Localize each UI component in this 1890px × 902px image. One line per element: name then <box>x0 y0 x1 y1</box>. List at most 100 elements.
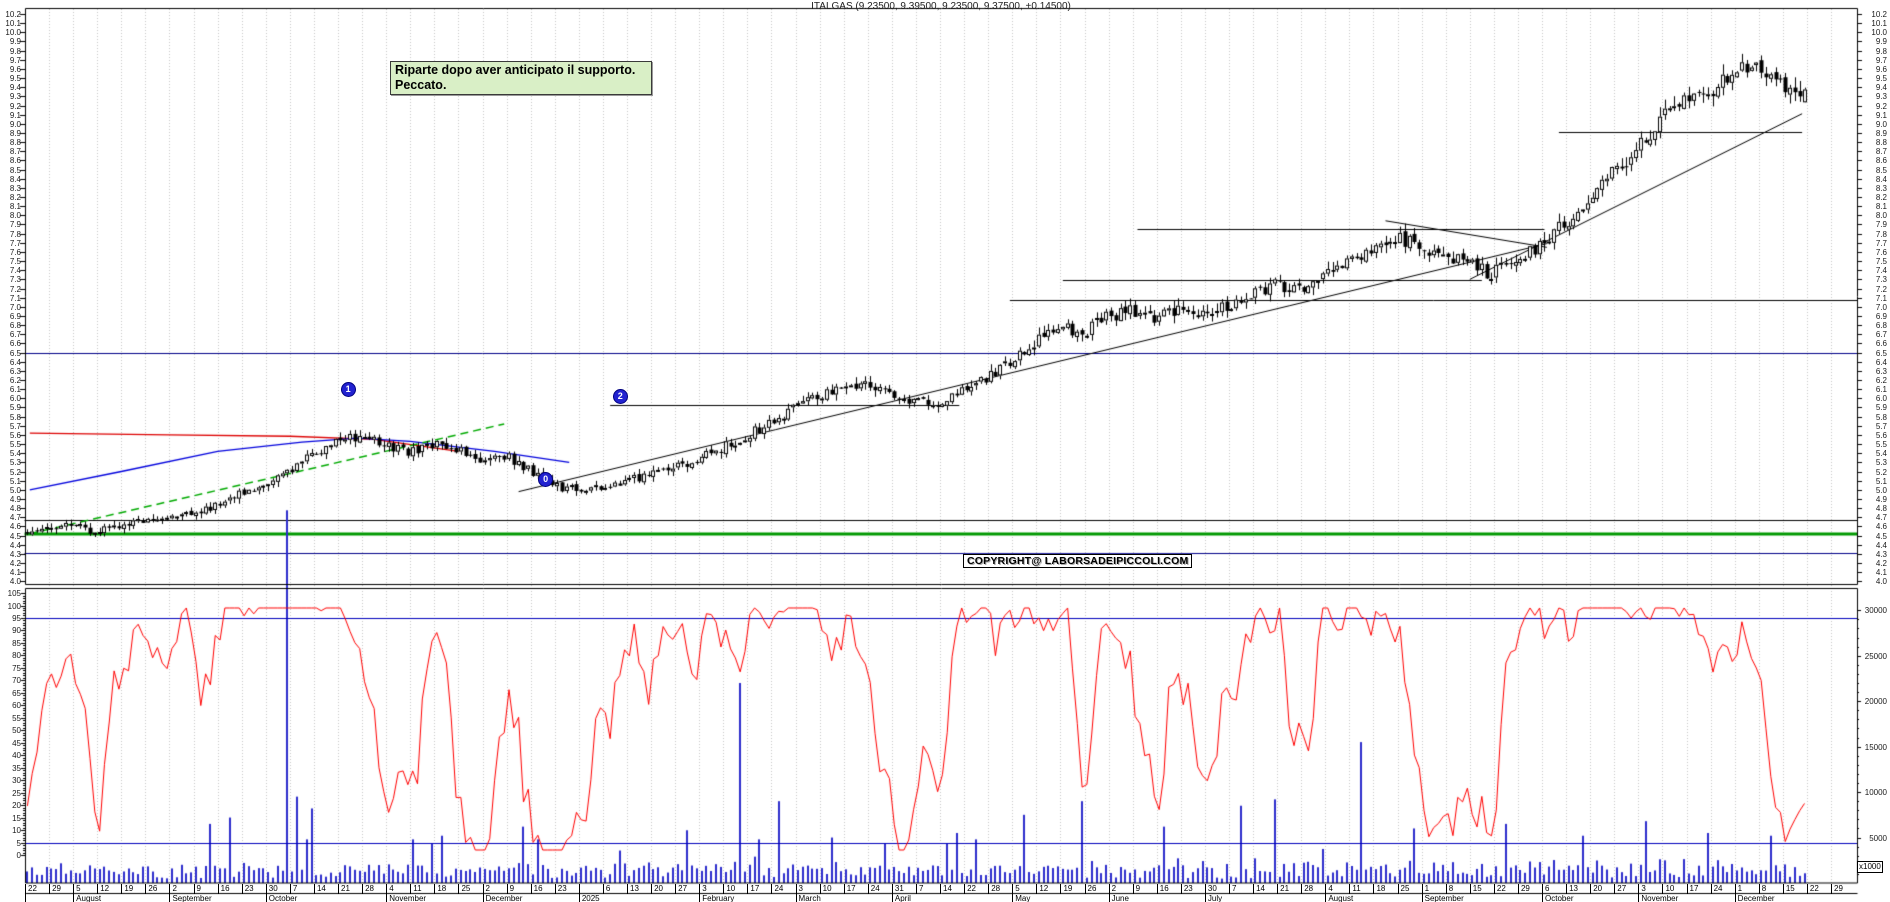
chart-marker-0[interactable]: 0 <box>538 471 554 487</box>
month-label: November <box>1638 894 1734 902</box>
week-label: 30 <box>265 884 290 894</box>
price-tick-label: 8.4 <box>1875 174 1887 184</box>
volume-tick-label: 20000 <box>1864 697 1887 707</box>
price-tick-label: 7.3 <box>9 275 21 285</box>
volume-unit-note: x1000 <box>1857 861 1883 873</box>
price-tick-label: 8.6 <box>9 156 21 166</box>
week-label: 27 <box>1614 884 1638 894</box>
week-label: 28 <box>1301 884 1325 894</box>
price-tick-label: 8.2 <box>1875 193 1887 202</box>
price-tick-label: 10.2 <box>1871 10 1887 19</box>
chart-marker-2[interactable]: 2 <box>612 389 628 405</box>
price-tick-label: 6.2 <box>9 376 21 385</box>
price-tick-label: 4.4 <box>1875 540 1887 550</box>
price-tick-label: 8.2 <box>9 193 21 202</box>
price-tick-label: 9.6 <box>1875 64 1887 74</box>
oscillator-tick-label: 20 <box>12 801 21 811</box>
volume-tick-label: 25000 <box>1864 651 1887 661</box>
oscillator-tick-label: 60 <box>12 701 21 711</box>
price-tick-label: 6.0 <box>9 394 21 404</box>
price-tick-label: 6.5 <box>9 348 21 358</box>
price-tick-label: 5.3 <box>1875 458 1887 468</box>
price-tick-label: 5.6 <box>9 430 21 440</box>
price-tick-label: 9.4 <box>9 83 21 93</box>
week-label: 5 <box>1012 884 1036 894</box>
price-tick-label: 7.0 <box>9 302 21 312</box>
week-label: 17 <box>843 884 868 894</box>
week-label: 2 <box>169 884 193 894</box>
price-tick-label: 8.8 <box>9 138 21 148</box>
week-label: 11 <box>410 884 434 894</box>
price-tick-label: 9.4 <box>1875 83 1887 93</box>
price-tick-label: 9.7 <box>1875 55 1887 65</box>
week-label: 22 <box>25 884 49 894</box>
month-label: May <box>1012 894 1108 902</box>
price-tick-label: 4.0 <box>9 577 21 587</box>
week-label: 7 <box>289 884 314 894</box>
price-tick-label: 7.4 <box>9 266 21 276</box>
price-tick-label: 7.4 <box>1875 266 1887 276</box>
week-label: 18 <box>434 884 458 894</box>
week-label: 3 <box>1638 884 1662 894</box>
price-tick-label: 6.9 <box>9 311 21 321</box>
price-tick-label: 7.0 <box>1875 302 1887 312</box>
week-label: 8 <box>1758 884 1783 894</box>
price-tick-label: 6.6 <box>1875 339 1887 349</box>
price-tick-label: 5.7 <box>1875 421 1887 431</box>
price-tick-label: 4.1 <box>9 568 21 578</box>
price-tick-label: 8.7 <box>9 147 21 157</box>
week-label: 27 <box>675 884 699 894</box>
price-tick-label: 7.2 <box>1875 284 1887 294</box>
price-tick-label: 8.7 <box>1875 147 1887 157</box>
oscillator-tick-label: 100 <box>7 601 21 611</box>
annotation-line-2: Peccato. <box>395 78 447 92</box>
price-tick-label: 4.7 <box>1875 513 1887 523</box>
volume-tick-label: 30000 <box>1864 606 1887 616</box>
oscillator-tick-label: 45 <box>12 738 21 748</box>
price-tick-label: 8.3 <box>1875 183 1887 193</box>
price-tick-label: 7.9 <box>1875 220 1887 230</box>
week-label: 17 <box>1686 884 1711 894</box>
week-label: 29 <box>1831 884 1855 894</box>
week-label: 25 <box>458 884 482 894</box>
oscillator-tick-label: 50 <box>12 726 21 736</box>
price-tick-label: 5.4 <box>1875 449 1887 459</box>
week-label: 29 <box>1517 884 1542 894</box>
price-tick-label: 5.3 <box>9 458 21 468</box>
price-tick-label: 5.9 <box>1875 403 1887 413</box>
price-tick-label: 5.5 <box>1875 440 1887 450</box>
price-tick-label: 7.3 <box>1875 275 1887 285</box>
price-tick-label: 4.5 <box>1875 531 1887 541</box>
price-tick-label: 5.6 <box>1875 430 1887 440</box>
price-tick-label: 4.2 <box>9 559 21 568</box>
month-label: July <box>1204 894 1325 902</box>
week-label: 26 <box>1084 884 1109 894</box>
week-label: 14 <box>1253 884 1277 894</box>
week-label: 14 <box>313 884 338 894</box>
price-tick-label: 9.8 <box>1875 46 1887 56</box>
price-tick-label: 5.0 <box>9 485 21 495</box>
price-tick-label: 7.5 <box>1875 257 1887 267</box>
price-tick-label: 8.0 <box>9 211 21 221</box>
price-tick-label: 10.1 <box>1871 19 1887 29</box>
week-label: 17 <box>747 884 771 894</box>
price-tick-label: 9.9 <box>1875 37 1887 47</box>
copyright-box[interactable]: COPYRIGHT@ LABORSADEIPICCOLI.COM <box>963 554 1193 568</box>
week-label: 11 <box>1349 884 1373 894</box>
price-tick-label: 10.0 <box>5 28 21 38</box>
chart-marker-1[interactable]: 1 <box>340 382 356 398</box>
week-label: 6 <box>602 884 627 894</box>
price-tick-label: 7.6 <box>9 247 21 257</box>
oscillator-tick-label: 105 <box>7 589 21 599</box>
oscillator-tick-label: 90 <box>12 626 21 636</box>
week-label: 4 <box>386 884 410 894</box>
price-tick-label: 5.2 <box>9 467 21 477</box>
week-label: 3 <box>699 884 723 894</box>
price-tick-label: 4.9 <box>1875 494 1887 504</box>
oscillator-tick-label: 10 <box>12 826 21 836</box>
annotation-box[interactable]: Riparte dopo aver anticipato il supporto… <box>390 61 652 95</box>
price-tick-label: 10.2 <box>5 10 21 19</box>
price-tick-label: 4.2 <box>1875 559 1887 568</box>
week-label: 23 <box>1180 884 1205 894</box>
